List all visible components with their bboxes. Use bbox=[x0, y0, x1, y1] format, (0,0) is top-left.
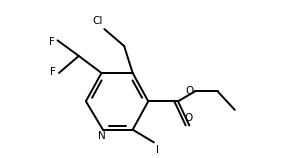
Text: F: F bbox=[50, 67, 56, 77]
Text: O: O bbox=[185, 86, 194, 96]
Text: Cl: Cl bbox=[92, 16, 103, 26]
Text: O: O bbox=[185, 113, 193, 123]
Text: N: N bbox=[98, 131, 105, 141]
Text: I: I bbox=[156, 145, 159, 155]
Text: F: F bbox=[49, 37, 55, 47]
